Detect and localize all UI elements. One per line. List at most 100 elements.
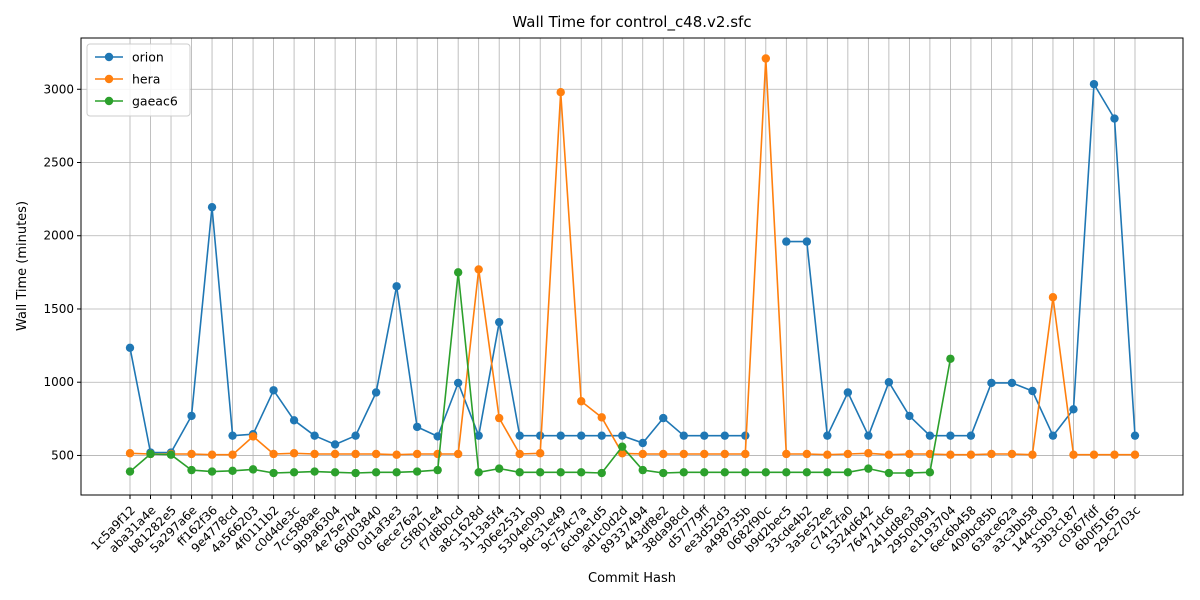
chart-title: Wall Time for control_c48.v2.sfc [512, 13, 751, 32]
data-point [371, 449, 381, 459]
data-point [412, 449, 422, 459]
legend-item-gaeac6: gaeac6 [95, 94, 178, 109]
data-point [843, 449, 853, 459]
y-axis-label: Wall Time (minutes) [15, 201, 30, 331]
data-point [474, 265, 483, 274]
data-point [577, 468, 586, 477]
data-point [536, 431, 545, 440]
legend-label: orion [132, 50, 164, 65]
data-point [802, 237, 812, 246]
y-tick-label: 2000 [43, 229, 74, 243]
data-point [1007, 449, 1017, 459]
data-point [392, 450, 401, 459]
data-point [700, 431, 709, 440]
data-point [125, 467, 135, 476]
data-point [207, 450, 217, 459]
data-point [556, 87, 565, 97]
data-point [351, 449, 360, 459]
data-point [474, 468, 483, 477]
data-point [659, 468, 668, 478]
data-point [946, 431, 955, 440]
data-point [925, 431, 935, 440]
legend-item-hera: hera [95, 72, 160, 87]
data-point [782, 237, 791, 246]
data-point [884, 378, 894, 387]
data-point [679, 449, 688, 459]
data-point [802, 449, 812, 459]
data-point [207, 467, 217, 476]
data-point [371, 468, 381, 477]
data-point [412, 467, 422, 476]
data-point [474, 431, 483, 440]
data-point [720, 468, 729, 477]
data-point [494, 464, 504, 473]
data-point [310, 467, 319, 476]
data-point [864, 449, 873, 458]
data-point [905, 468, 914, 478]
data-point [1069, 405, 1078, 414]
data-point [843, 388, 853, 397]
data-point [310, 431, 319, 440]
data-point [310, 449, 319, 459]
data-point [248, 432, 258, 441]
data-point [1110, 450, 1119, 459]
x-axis-label: Commit Hash [588, 571, 676, 586]
data-point [187, 465, 196, 475]
legend-label: hera [132, 72, 160, 87]
data-point [146, 449, 155, 459]
data-point [515, 468, 524, 477]
data-point [392, 282, 401, 291]
data-point [925, 449, 935, 459]
legend-box [86, 43, 191, 117]
data-point [843, 468, 853, 477]
data-point [638, 438, 647, 448]
data-point [1089, 79, 1099, 89]
data-point [453, 268, 463, 277]
data-point [207, 202, 217, 212]
data-point [1089, 450, 1099, 459]
data-point [741, 431, 750, 440]
data-point [289, 468, 299, 477]
data-point [1130, 450, 1140, 459]
data-point [905, 449, 914, 459]
data-point [433, 449, 442, 459]
data-point [494, 317, 504, 327]
data-point [453, 449, 463, 459]
data-point [618, 449, 627, 458]
data-point [946, 450, 955, 459]
data-point [1069, 450, 1078, 459]
data-point [782, 468, 791, 477]
data-point [597, 413, 606, 422]
data-point [720, 431, 729, 440]
data-point [556, 431, 565, 440]
legend-label: gaeac6 [132, 94, 178, 109]
series-line [786, 83, 1136, 437]
data-point [187, 411, 196, 421]
data-point [700, 449, 709, 459]
data-point [1048, 293, 1058, 302]
data-point [248, 465, 258, 474]
data-point [577, 397, 586, 406]
data-point [289, 416, 299, 425]
data-point [638, 465, 647, 475]
data-point [966, 450, 976, 459]
data-point [1130, 431, 1140, 440]
data-point [741, 468, 750, 477]
data-point [823, 468, 832, 477]
legend-item-orion: orion [95, 50, 164, 65]
data-point [741, 449, 750, 459]
data-point [187, 449, 196, 459]
data-point [987, 449, 996, 459]
data-point [289, 449, 299, 458]
data-point [659, 413, 668, 423]
data-point [392, 468, 401, 477]
data-point [1028, 386, 1037, 396]
data-point [618, 431, 627, 440]
data-point [864, 431, 873, 440]
data-point [433, 432, 442, 441]
series-gaeac6 [125, 268, 955, 478]
y-tick-label: 3000 [43, 82, 74, 96]
data-point [330, 440, 340, 449]
x-axis-ticks: 1c5a9f12aba31a4eb81282e55a297a6eff162f36… [88, 495, 1143, 556]
